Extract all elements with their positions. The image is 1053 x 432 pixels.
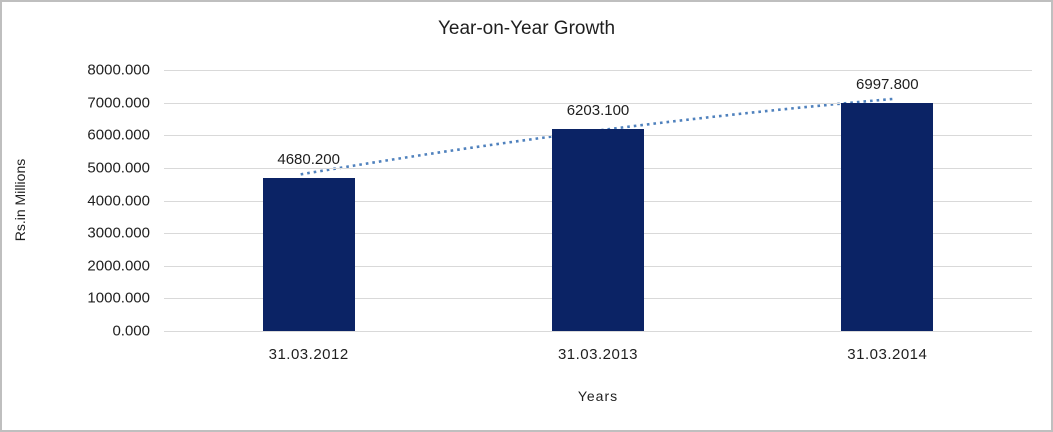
y-axis-tick-label: 2000.000: [87, 257, 150, 275]
bar-31.03.2012: [262, 178, 355, 331]
y-axis-tick-label: 6000.000: [87, 126, 150, 144]
y-axis-tick-label: 1000.000: [87, 289, 150, 307]
trendline: [300, 97, 896, 176]
y-axis-tick-label: 5000.000: [87, 159, 150, 177]
x-axis-tick-label: 31.03.2014: [847, 346, 928, 363]
bar-value-label: 6203.100: [566, 101, 630, 119]
y-axis-tick-label: 3000.000: [87, 224, 150, 242]
x-axis-tick-label: 31.03.2012: [268, 346, 349, 363]
y-axis-tick-label: 8000.000: [87, 61, 150, 79]
bar-value-label: 4680.200: [277, 151, 340, 169]
bar-31.03.2014: [841, 102, 934, 331]
gridline: [164, 102, 1032, 104]
gridline: [164, 331, 1032, 332]
plot-area: [164, 70, 1032, 332]
bar-31.03.2013: [552, 128, 644, 331]
x-axis-title: Years: [577, 388, 619, 404]
bar-value-label: 6997.800: [856, 75, 919, 93]
y-axis-tick-label: 7000.000: [87, 94, 150, 112]
y-axis-tick-label: 0.000: [112, 322, 150, 340]
gridline: [164, 70, 1032, 71]
x-axis-tick-label: 31.03.2013: [557, 346, 639, 363]
y-axis-tick-label: 4000.000: [87, 192, 150, 209]
chart-title: Year-on-Year Growth: [437, 18, 616, 39]
trendline-path: [300, 97, 896, 176]
